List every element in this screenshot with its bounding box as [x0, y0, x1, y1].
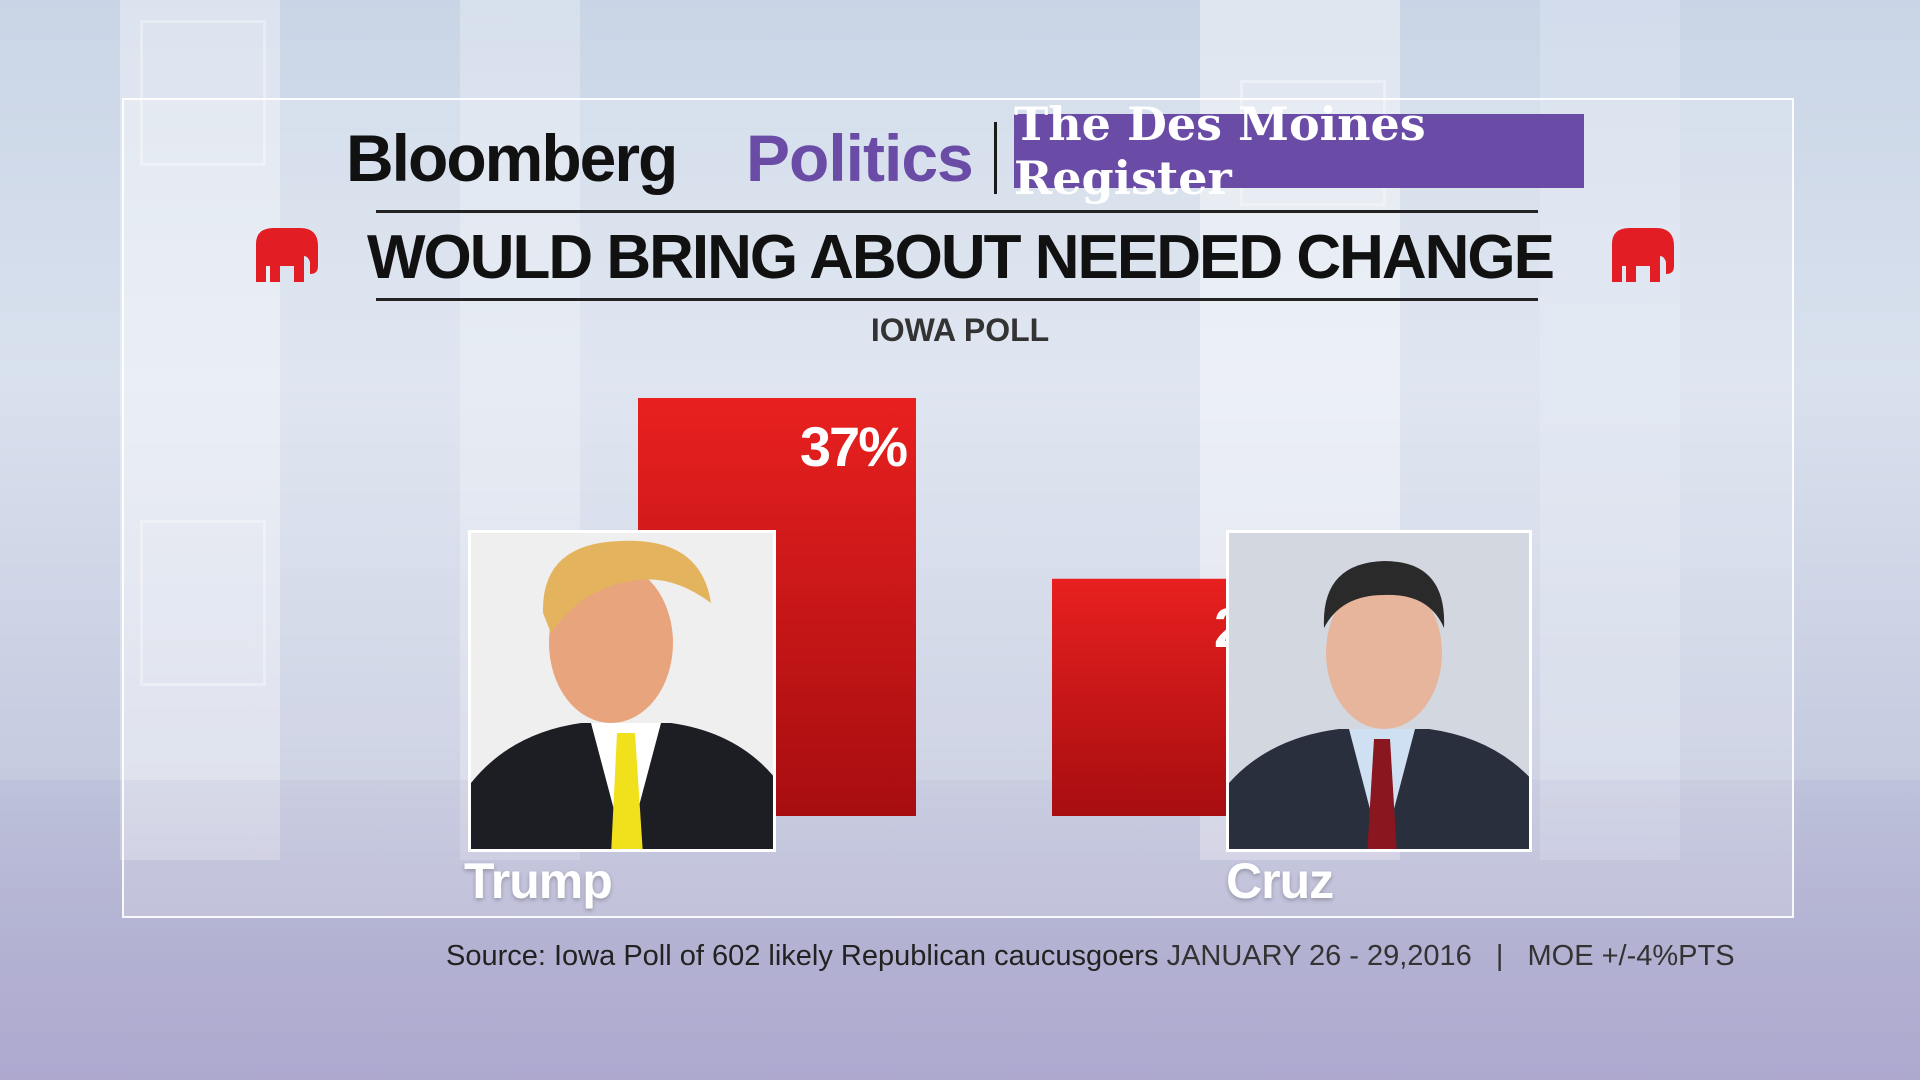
background-floor	[0, 780, 1920, 1080]
source-note: Source: Iowa Poll of 602 likely Republic…	[446, 940, 1735, 973]
bloomberg-logo: Bloomberg	[346, 121, 678, 195]
title-rule-bottom	[376, 298, 1538, 301]
trump-photo	[468, 530, 776, 852]
chart-title: WOULD BRING ABOUT NEEDED CHANGE	[366, 223, 1555, 292]
background-window	[140, 20, 266, 166]
data-label-trump: 37%	[800, 415, 907, 478]
trump-portrait-illustration	[471, 533, 773, 849]
cruz-photo	[1226, 530, 1532, 852]
cruz-portrait-illustration	[1229, 533, 1529, 849]
background-window	[140, 520, 266, 686]
source-moe: MOE +/-4%PTS	[1527, 940, 1735, 972]
politics-logo: Politics	[746, 121, 974, 195]
title-rule-top	[376, 210, 1538, 213]
elephant-icon	[256, 228, 318, 282]
chart-subtitle: IOWA POLL	[870, 312, 1050, 348]
source-text: Source: Iowa Poll of 602 likely Republic…	[446, 940, 1159, 972]
background-pillar	[120, 0, 280, 860]
brand-divider	[994, 122, 997, 194]
source-dates: JANUARY 26 - 29,2016	[1166, 940, 1472, 972]
category-label-cruz: Cruz	[1226, 853, 1334, 909]
category-label-trump: Trump	[464, 853, 613, 909]
brand-header: Bloomberg Politics The Des Moines Regist…	[0, 97, 1920, 205]
source-separator: |	[1495, 940, 1504, 972]
elephant-icon	[1612, 228, 1674, 282]
